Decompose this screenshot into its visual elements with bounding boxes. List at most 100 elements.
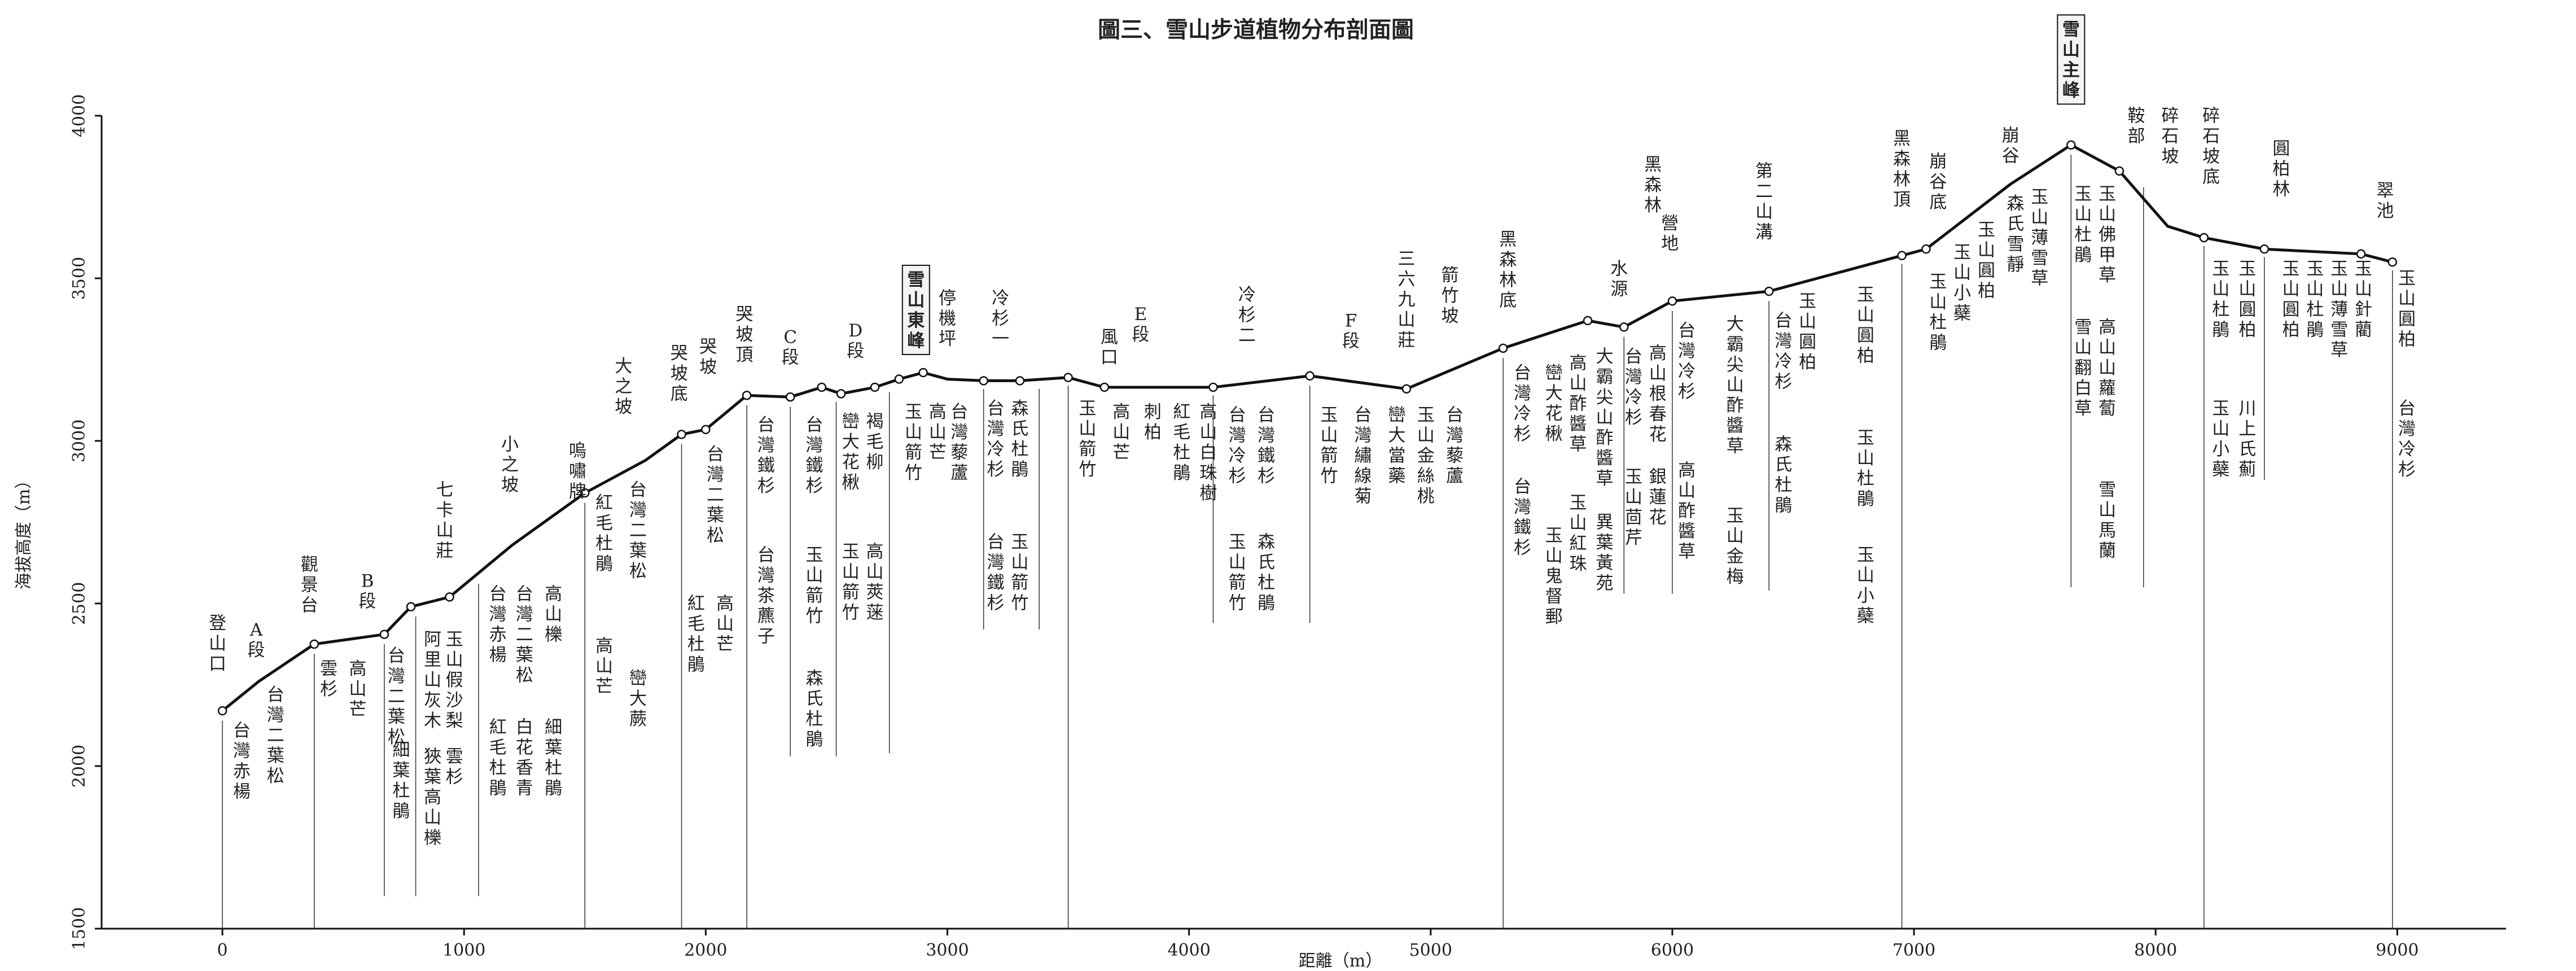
- waypoint-marker: [918, 368, 928, 378]
- species-label: 玉山小蘗: [2212, 399, 2229, 480]
- waypoint-marker: [445, 592, 454, 602]
- species-label: 玉山鬼督郵: [1545, 526, 1563, 627]
- species-label: 玉山小蘗: [1857, 545, 1874, 626]
- waypoint-marker: [785, 392, 795, 402]
- place-label: 營地: [1661, 213, 1679, 254]
- species-label: 雲杉: [320, 659, 338, 699]
- waypoint-marker: [2199, 233, 2209, 243]
- species-label: 高山酢醬草: [1678, 461, 1696, 562]
- species-label: 阿里山灰木: [424, 629, 441, 731]
- species-label: 玉山箭竹: [905, 402, 922, 483]
- y-tick-label: 3500: [69, 257, 89, 300]
- species-label: 森氏杜鵑: [1258, 532, 1275, 613]
- x-tick-label: 7000: [1892, 941, 1935, 960]
- waypoint-marker: [217, 706, 227, 716]
- species-label: 巒大花楸: [1545, 363, 1563, 444]
- place-label: 崩谷底: [1929, 151, 1947, 212]
- species-label: 台灣鐵杉: [1258, 405, 1275, 487]
- species-label: 高山櫟: [545, 584, 562, 645]
- waypoint-marker: [2114, 166, 2124, 176]
- species-label: 高山白珠樹: [1199, 402, 1217, 504]
- species-label: 玉山金絲桃: [1417, 405, 1435, 507]
- y-tick-label: 2500: [69, 582, 89, 625]
- species-label: 玉山圓柏: [2398, 269, 2416, 350]
- species-label: 森氏杜鵑: [1011, 399, 1028, 480]
- species-label: 台灣鐵杉: [806, 415, 823, 496]
- peak-label: 雪山東峰: [907, 270, 925, 351]
- place-label: 第二山溝: [1755, 161, 1773, 243]
- species-label: 玉山薄雪草: [2330, 259, 2348, 360]
- axes: 0 1000 2000 3000 4000 5000 6000 7000 8000 9000 150…: [69, 94, 2506, 960]
- species-label: 森氏杜鵑: [806, 668, 823, 750]
- place-label: 翠池: [2376, 181, 2394, 221]
- species-label: 玉山紅珠: [1569, 493, 1587, 574]
- place-label: 黑森林頂: [1893, 129, 1911, 210]
- peak-label-box: [2057, 14, 2086, 105]
- waypoint-marker: [580, 488, 590, 498]
- place-label: 三六九山莊: [1397, 249, 1415, 351]
- species-label: 玉山圓柏: [2282, 259, 2299, 340]
- x-tick-label: 4000: [1167, 941, 1210, 960]
- species-label: 白花香青: [516, 718, 533, 799]
- species-label: 台灣赤楊: [233, 720, 251, 802]
- waypoint-marker: [406, 602, 416, 612]
- divider-lines: [222, 155, 2393, 929]
- place-label: 哭坡頂: [735, 304, 753, 365]
- species-label: 紅毛杜鵑: [687, 594, 705, 675]
- waypoint-marker: [1099, 382, 1110, 392]
- species-label: 玉山圓柏: [2238, 259, 2256, 340]
- species-label: 台灣赤楊: [489, 584, 507, 665]
- place-label: 登山口: [209, 613, 226, 674]
- place-label: 鞍部: [2127, 106, 2145, 147]
- species-label: 玉山杜鵑: [1929, 272, 1947, 353]
- place-label: 崩谷: [2002, 125, 2019, 166]
- waypoint-marker: [2259, 244, 2270, 254]
- place-label: 黑森林: [1644, 155, 1662, 216]
- species-label: 台灣冷杉: [1514, 363, 1531, 444]
- species-label: 台灣冷杉: [2398, 399, 2416, 480]
- place-label: 黑森林底: [1499, 230, 1517, 311]
- place-label: 碎石坡: [2161, 106, 2179, 167]
- x-tick-label: 6000: [1651, 941, 1694, 960]
- species-label: 巒大花楸: [842, 412, 860, 493]
- waypoint-marker: [1401, 384, 1412, 394]
- y-tick-label: 1500: [69, 907, 89, 950]
- x-tick-label: 3000: [926, 941, 969, 960]
- species-label: 玉山金梅: [1727, 506, 1744, 587]
- species-label: 高山莢蒾: [866, 542, 884, 623]
- place-label: 碎石坡底: [2202, 106, 2220, 187]
- species-label: 雪山馬蘭: [2099, 480, 2116, 561]
- species-label: 玉山圓柏: [1857, 285, 1874, 366]
- species-label: 台灣二葉松: [516, 584, 533, 685]
- species-label: 台灣冷杉: [1625, 347, 1642, 428]
- species-label: 刺柏: [1144, 402, 1162, 443]
- waypoint-marker: [379, 629, 389, 639]
- waypoint-marker: [894, 374, 904, 384]
- species-label: 玉山佛甲草: [2099, 184, 2116, 286]
- species-label: 台灣藜蘆: [950, 402, 968, 483]
- species-label: 玉山箭竹: [1320, 405, 1338, 487]
- species-label: 森氏雪靜: [2007, 194, 2024, 275]
- species-label: 台灣二葉松: [388, 646, 405, 747]
- species-label: 玉山薄雪草: [2031, 187, 2048, 289]
- waypoint-marker: [870, 382, 880, 392]
- species-label: 台灣藜蘆: [1446, 405, 1464, 487]
- species-label: 玉山箭竹: [1229, 532, 1246, 613]
- y-tick-label: 3000: [69, 419, 89, 462]
- waypoint-marker: [1305, 371, 1315, 381]
- place-label: 箭竹坡: [1442, 265, 1459, 326]
- species-labels: 台灣赤楊台灣二葉松雲杉高山芒台灣二葉松細葉杜鵑阿里山灰木玉山假沙梨狹葉高山櫟雲杉…: [233, 184, 2416, 848]
- species-label: 狹葉高山櫟: [424, 746, 441, 848]
- species-label: 玉山圓柏: [1978, 220, 1995, 301]
- species-label: 巒大蕨: [629, 668, 647, 729]
- place-label: 大之坡: [615, 356, 632, 417]
- species-label: 台灣茶藨子: [757, 545, 775, 646]
- species-label: 玉山箭竹: [1011, 532, 1028, 613]
- waypoint-marker: [1667, 296, 1677, 306]
- place-label: 觀景台: [301, 555, 318, 616]
- x-tick-label: 1000: [443, 941, 485, 960]
